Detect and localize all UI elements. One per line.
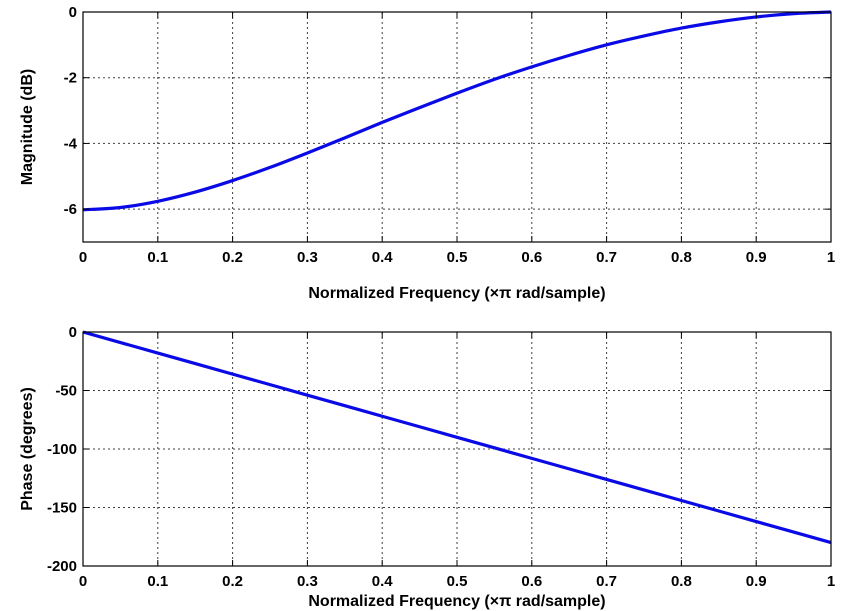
phase-x-tick-label: 0.8 [671, 573, 692, 590]
phase-x-tick-label: 1 [827, 573, 835, 590]
magnitude-y-tick-label: -6 [64, 201, 77, 218]
phase-y-tick-label: -50 [55, 383, 77, 400]
magnitude-x-tick-label: 0.7 [596, 249, 617, 266]
phase-y-tick-label: 0 [69, 324, 77, 341]
magnitude-x-tick-label: 0 [79, 249, 87, 266]
magnitude-response-line [82, 10, 832, 212]
magnitude-x-tick-label: 0.5 [447, 249, 468, 266]
magnitude-x-axis-label: Normalized Frequency (×π rad/sample) [308, 285, 605, 302]
magnitude-y-tick-label: 0 [69, 4, 77, 21]
phase-x-tick-label: 0.6 [521, 573, 542, 590]
phase-y-tick-label: -100 [47, 441, 77, 458]
magnitude-x-tick-label: 0.9 [746, 249, 767, 266]
phase-response-line [82, 330, 832, 545]
phase-y-tick-label: -150 [47, 500, 77, 517]
phase-axes: 0 0.1 0.2 0.3 0.4 0.5 0.6 0.7 0.8 0.9 1 -200 -150 -10… [19, 324, 835, 610]
magnitude-x-tick-label: 0.1 [147, 249, 168, 266]
magnitude-y-tick-label: -4 [64, 135, 78, 152]
phase-y-tick-label: -200 [47, 558, 77, 575]
magnitude-y-axis-label: Magnitude (dB) [19, 69, 36, 185]
magnitude-y-tick-label: -2 [64, 70, 77, 87]
phase-x-tick-label: 0.1 [147, 573, 168, 590]
phase-x-tick-label: 0.4 [372, 573, 394, 590]
magnitude-x-tick-label: 0.4 [372, 249, 394, 266]
magnitude-axes: 0 0.1 0.2 0.3 0.4 0.5 0.6 0.7 0.8 0.9 1 -6 -4 -2 0 Nor… [19, 4, 835, 302]
phase-x-tick-label: 0.5 [447, 573, 468, 590]
magnitude-x-tick-label: 0.8 [671, 249, 692, 266]
phase-x-tick-label: 0.2 [222, 573, 243, 590]
magnitude-x-tick-label: 0.2 [222, 249, 243, 266]
phase-x-tick-label: 0.3 [297, 573, 318, 590]
phase-x-tick-label: 0.7 [596, 573, 617, 590]
magnitude-x-tick-label: 0.6 [521, 249, 542, 266]
phase-x-axis-label: Normalized Frequency (×π rad/sample) [308, 593, 605, 610]
magnitude-x-tick-label: 0.3 [297, 249, 318, 266]
phase-x-tick-label: 0 [79, 573, 87, 590]
phase-y-axis-label: Phase (degrees) [19, 387, 36, 511]
magnitude-x-tick-label: 1 [827, 249, 835, 266]
phase-x-tick-label: 0.9 [746, 573, 767, 590]
